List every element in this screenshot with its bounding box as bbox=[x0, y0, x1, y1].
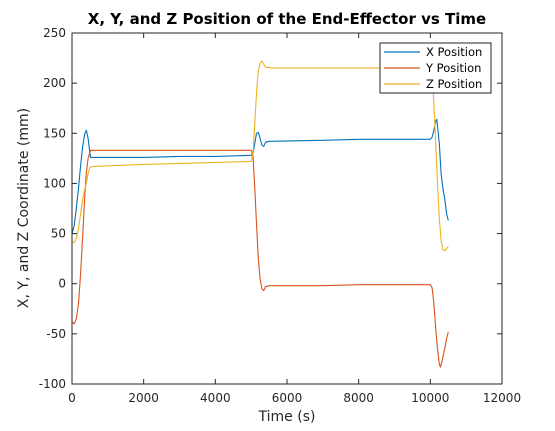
x-axis-label: Time (s) bbox=[258, 409, 316, 425]
series-layer bbox=[71, 60, 449, 368]
x-tick-label: 12000 bbox=[483, 391, 521, 405]
series-line-3 bbox=[71, 60, 449, 252]
x-tick-label: 2000 bbox=[128, 391, 159, 405]
y-axis: -100 -50 0 50 100 150 200 250 bbox=[39, 26, 502, 391]
y-tick-label: -100 bbox=[39, 377, 66, 391]
y-tick-label: 250 bbox=[43, 26, 66, 40]
legend: X Position Y Position Z Position bbox=[379, 42, 492, 94]
plot-area: 0 2000 4000 6000 8000 10000 12000 -100 -50 0 50 10… bbox=[39, 26, 521, 405]
legend-label: X Position bbox=[426, 45, 482, 59]
y-tick-label: 200 bbox=[43, 76, 66, 90]
y-tick-label: 0 bbox=[58, 277, 66, 291]
y-tick-label: 100 bbox=[43, 176, 66, 190]
y-tick-label: 50 bbox=[51, 227, 66, 241]
x-tick-label: 4000 bbox=[200, 391, 231, 405]
x-tick-label: 6000 bbox=[272, 391, 303, 405]
series-line-1 bbox=[71, 118, 449, 234]
x-tick-label: 10000 bbox=[411, 391, 449, 405]
legend-label: Z Position bbox=[426, 77, 482, 91]
y-tick-label: -50 bbox=[46, 327, 66, 341]
series-line-2 bbox=[71, 149, 449, 368]
y-tick-label: 150 bbox=[43, 126, 66, 140]
legend-label: Y Position bbox=[425, 61, 481, 75]
chart-title: X, Y, and Z Position of the End-Effector… bbox=[88, 10, 486, 28]
y-axis-label: X, Y, and Z Coordinate (mm) bbox=[16, 108, 32, 308]
x-axis: 0 2000 4000 6000 8000 10000 12000 bbox=[68, 33, 521, 405]
x-tick-label: 8000 bbox=[343, 391, 374, 405]
x-tick-label: 0 bbox=[68, 391, 76, 405]
